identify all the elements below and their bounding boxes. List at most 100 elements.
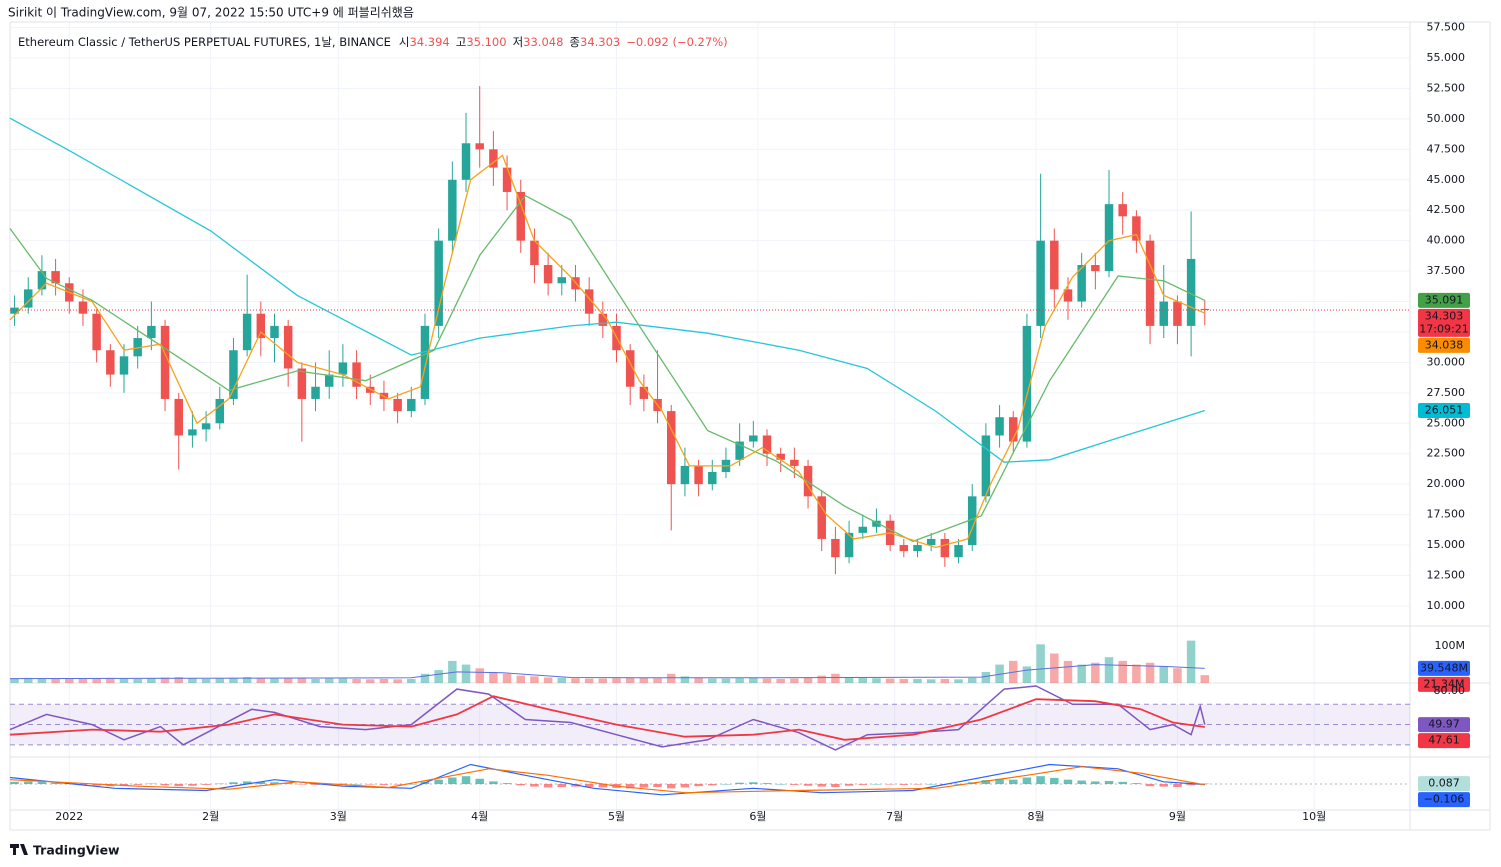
volume-bar: [516, 675, 525, 683]
candle-body: [694, 465, 703, 485]
macd-histogram-bar: [913, 784, 922, 785]
candle-body: [1173, 301, 1182, 326]
candle-body: [174, 398, 183, 436]
candle-body: [844, 532, 854, 558]
y-tick-label: 55.000: [1427, 51, 1466, 64]
y-tick-label: 80.00: [1434, 684, 1466, 697]
value-tag-label: 0.087: [1428, 777, 1460, 790]
marks: 2022 2월 3월 4월 5월 6월 7월 8월 9월 10월 10.000 12.500 15.00…: [9, 21, 1470, 823]
candle-body: [954, 545, 963, 558]
x-tick-label: 3월: [330, 810, 347, 823]
candle-body: [899, 545, 909, 552]
macd-histogram-bar: [995, 778, 1004, 784]
candle-body: [461, 143, 471, 180]
rsi-line: [9, 685, 1206, 751]
candle-body: [1009, 417, 1018, 442]
x-tick-label: 2월: [202, 810, 219, 823]
volume-bar: [201, 678, 211, 683]
y-tick-label: 12.500: [1427, 568, 1466, 581]
candle-body: [1159, 301, 1168, 326]
candle-body: [215, 398, 225, 424]
y-tick-label: 17.500: [1427, 508, 1466, 521]
candle-body: [1050, 240, 1059, 290]
volume-bar: [106, 677, 115, 683]
value-tag: [1418, 337, 1470, 353]
macd-histogram-bar: [790, 784, 799, 785]
macd-histogram-bar: [981, 780, 991, 784]
candle-body: [666, 411, 676, 485]
macd-histogram-bar: [379, 784, 389, 785]
macd-histogram-bar: [858, 784, 868, 785]
macd-histogram-bar: [776, 784, 785, 785]
macd-histogram-bar: [954, 784, 963, 785]
y-tick-label: 15.000: [1427, 538, 1466, 551]
macd-histogram-bar: [1063, 779, 1073, 784]
candle-body: [106, 350, 115, 375]
candle-body: [1022, 325, 1032, 442]
macd-histogram-bar: [1186, 784, 1196, 786]
macd-histogram-bar: [311, 784, 320, 785]
macd-histogram-bar: [803, 784, 813, 786]
value-tag: [1418, 660, 1470, 676]
value-tag-label: 35.091: [1425, 293, 1464, 306]
volume-bar: [858, 677, 868, 683]
candle-body: [817, 496, 826, 539]
volume-bar: [407, 678, 416, 683]
volume-bar: [366, 679, 375, 683]
macd-histogram-bar: [735, 782, 744, 784]
candle-body: [188, 429, 197, 436]
volume-bar: [735, 678, 744, 683]
macd-signal-line: [9, 766, 1205, 794]
value-tag: [1418, 308, 1470, 337]
value-tag-label: 34.038: [1425, 338, 1464, 351]
volume-bar: [283, 678, 293, 683]
candle-body: [625, 350, 635, 387]
volume-bar: [448, 660, 457, 683]
volume-bar: [598, 678, 608, 683]
volume-bar: [65, 678, 74, 683]
candle-body: [256, 313, 266, 339]
macd-histogram-bar: [1036, 776, 1045, 784]
volume-bar: [1104, 657, 1114, 683]
macd-histogram-bar: [1132, 783, 1141, 784]
x-tick-label: 7월: [886, 810, 903, 823]
value-tag-label: 21.34M: [1424, 677, 1465, 690]
value-tag: [1418, 402, 1470, 418]
macd-histogram-bar: [885, 784, 895, 785]
volume-ma-line: [9, 664, 1205, 680]
candle-body: [557, 277, 567, 284]
candle-body: [51, 271, 60, 284]
value-tag-label: 47.61: [1428, 734, 1460, 747]
volume-bar: [188, 678, 197, 683]
macd-histogram-bar: [502, 783, 512, 784]
y-tick-label: 27.500: [1427, 386, 1466, 399]
macd-histogram-bar: [147, 783, 156, 785]
macd-histogram-bar: [270, 782, 279, 784]
volume-bar: [379, 678, 389, 683]
macd-histogram-bar: [92, 784, 101, 786]
macd-histogram-bar: [1159, 784, 1168, 787]
x-tick-label: 6월: [749, 810, 766, 823]
volume-bar: [543, 677, 553, 683]
macd-histogram-bar: [680, 784, 690, 788]
candle-body: [1200, 308, 1210, 311]
macd-histogram-bar: [872, 784, 881, 785]
legend-key: 고: [456, 35, 467, 49]
macd-histogram-bar: [584, 784, 594, 788]
candle-body: [790, 459, 799, 466]
x-tick-label: 5월: [608, 810, 625, 823]
candle-body: [324, 374, 334, 387]
macd-histogram-bar: [598, 784, 608, 788]
volume-bar: [215, 678, 225, 683]
candle-body: [338, 362, 348, 375]
moving-average-line: [9, 194, 1206, 543]
candle-body: [981, 435, 991, 497]
legend-change: −0.092 (−0.27%): [626, 35, 727, 49]
candle-body: [420, 325, 430, 399]
macd-histogram-bar: [1009, 779, 1018, 784]
macd-histogram-bar: [133, 784, 142, 785]
macd-histogram-bar: [242, 781, 252, 784]
y-tick-label: 42.500: [1427, 203, 1466, 216]
macd-histogram-bar: [1118, 781, 1127, 784]
